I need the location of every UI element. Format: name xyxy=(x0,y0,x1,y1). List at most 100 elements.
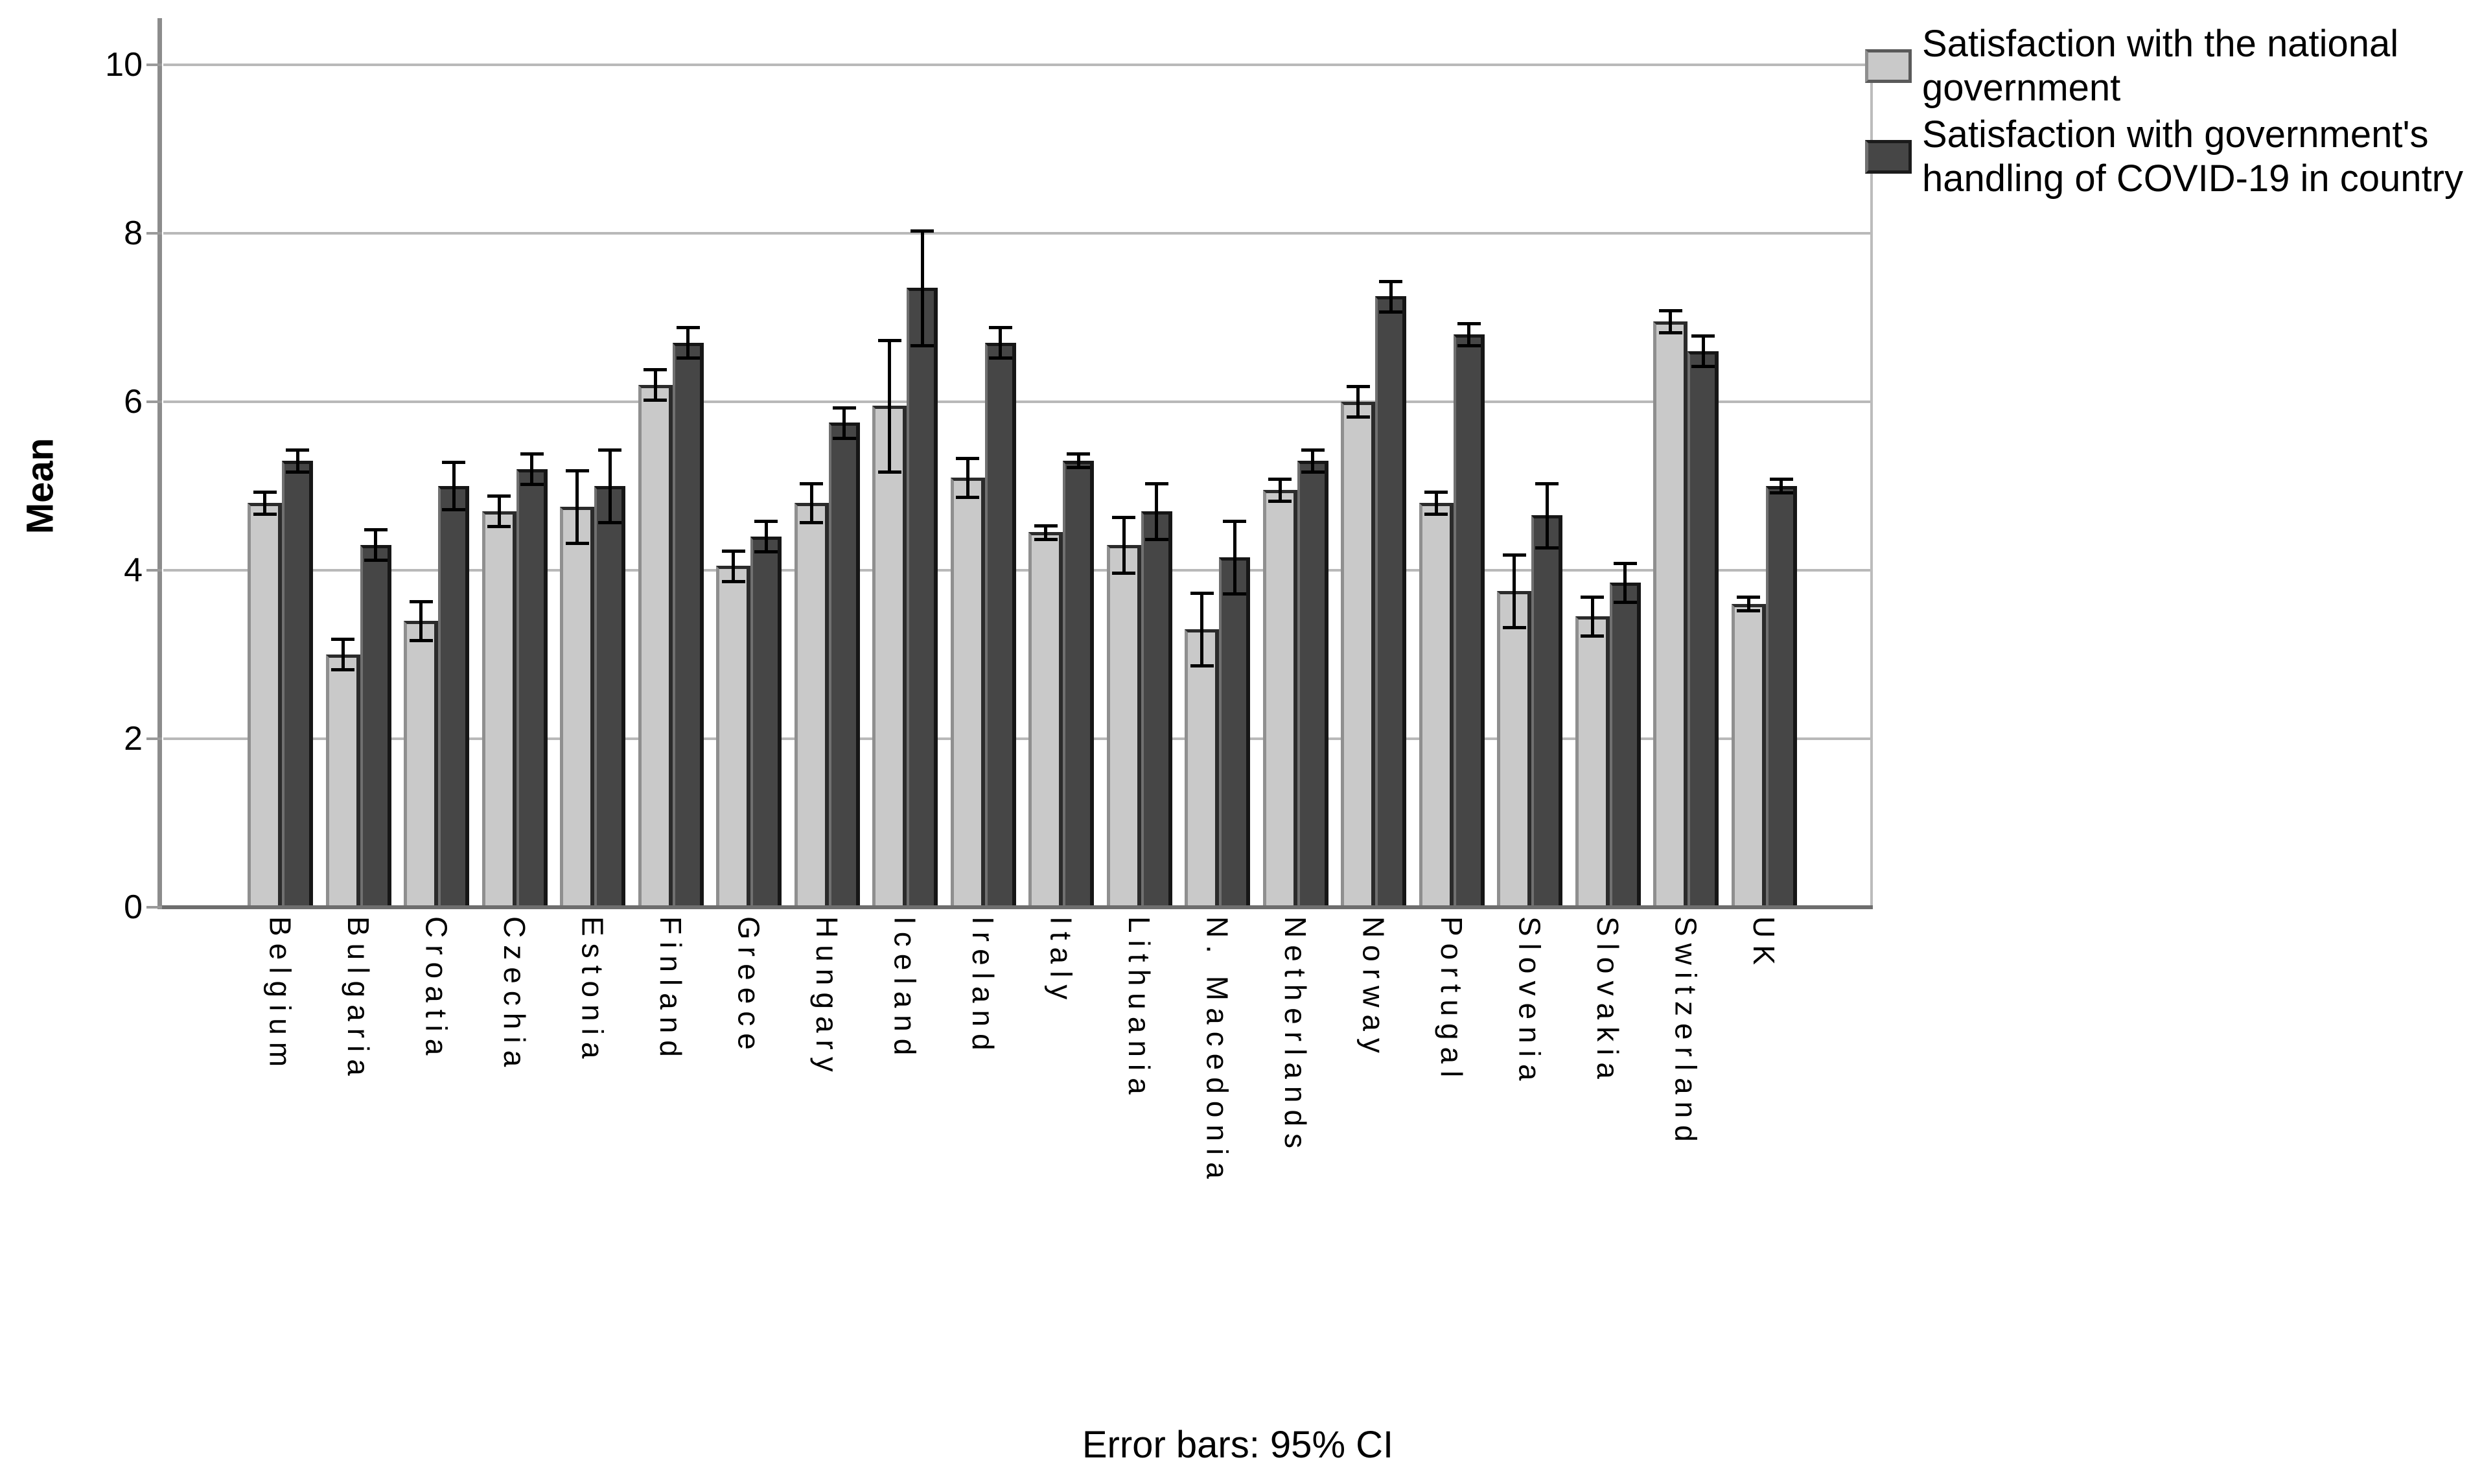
error-bar-cap-lower xyxy=(520,483,544,486)
x-tick-label-czechia: Czechia xyxy=(498,916,531,1074)
bar-czechia-series1 xyxy=(516,469,548,907)
bar-italy-series0 xyxy=(1028,532,1063,907)
gridline-y-10 xyxy=(163,64,1873,66)
error-bar-cap-lower xyxy=(1223,592,1246,596)
error-bar-cap-lower xyxy=(1502,626,1526,629)
x-tick-label-iceland: Iceland xyxy=(888,916,922,1063)
bar-finland-series0 xyxy=(638,385,673,907)
error-bar-cap-lower xyxy=(1067,466,1090,469)
error-bar-cap-lower xyxy=(1658,331,1682,334)
error-bar-line xyxy=(374,528,377,562)
error-bar-cap-lower xyxy=(644,399,667,402)
gridline-y-8 xyxy=(163,232,1873,235)
error-bar-cap-upper xyxy=(286,448,309,452)
error-bar-cap-upper xyxy=(877,338,901,342)
gridline-y-6 xyxy=(163,400,1873,403)
bar-switzerland-series1 xyxy=(1688,351,1719,907)
bar-norway-series0 xyxy=(1341,402,1375,907)
bar-iceland-series0 xyxy=(872,406,907,907)
error-bar-cap-lower xyxy=(910,343,934,347)
error-bar-cap-upper xyxy=(442,461,465,464)
bar-lithuania-series0 xyxy=(1106,545,1141,907)
error-bar-cap-lower xyxy=(956,495,979,499)
bar-netherlands-series0 xyxy=(1262,490,1297,907)
error-bar-line xyxy=(764,520,768,553)
x-tick-label-lithuania: Lithuania xyxy=(1122,916,1156,1102)
bar-bulgaria-series0 xyxy=(325,655,360,907)
error-bar-line xyxy=(1669,309,1672,334)
error-bar-cap-upper xyxy=(1379,279,1402,283)
bar-hungary-series0 xyxy=(794,503,829,907)
error-bar-cap-lower xyxy=(364,559,388,562)
error-bar-cap-upper xyxy=(520,452,544,456)
bar-lithuania-series1 xyxy=(1141,511,1172,907)
error-bar-line xyxy=(1155,481,1158,541)
bar-n-macedonia-series1 xyxy=(1219,557,1250,907)
error-bar-cap-lower xyxy=(676,356,700,360)
error-bar-cap-lower xyxy=(1769,491,1793,494)
legend-entry-series0: Satisfaction with the national governmen… xyxy=(1865,22,2463,110)
bar-croatia-series1 xyxy=(438,486,469,907)
error-bar-cap-upper xyxy=(956,456,979,460)
error-bar-cap-lower xyxy=(1346,415,1370,419)
error-bar-line xyxy=(452,461,456,511)
bar-finland-series1 xyxy=(672,343,704,907)
plot-area: Belgium Bulgaria Croatia Czechia Estonia Finl… xyxy=(163,64,1873,1186)
error-bar-cap-lower xyxy=(800,520,823,524)
bar-portugal-series1 xyxy=(1453,334,1485,907)
error-bar-line xyxy=(1467,321,1470,347)
y-axis-line xyxy=(157,18,162,909)
error-bar-line xyxy=(1076,452,1080,469)
error-bar-cap-upper xyxy=(598,448,621,452)
bar-slovakia-series1 xyxy=(1609,583,1641,907)
x-tick-label-slovenia: Slovenia xyxy=(1513,916,1547,1088)
error-bar-cap-lower xyxy=(877,470,901,474)
error-bar-cap-upper xyxy=(1769,478,1793,481)
error-bar-cap-upper xyxy=(1067,452,1090,456)
error-bar-cap-lower xyxy=(1034,537,1058,541)
error-bar-line xyxy=(1780,478,1783,494)
error-bar-cap-lower xyxy=(1691,365,1715,368)
bar-estonia-series0 xyxy=(560,507,594,907)
error-bar-cap-lower xyxy=(1737,609,1760,612)
error-bar-cap-upper xyxy=(1691,334,1715,338)
error-bar-cap-upper xyxy=(364,528,388,531)
legend-label-series1: Satisfaction with government's handling … xyxy=(1922,113,2463,200)
y-tick-8 xyxy=(146,232,162,235)
error-bar-cap-upper xyxy=(1301,448,1325,452)
error-bar-line xyxy=(296,448,299,474)
error-bar-line xyxy=(497,494,501,528)
error-bar-cap-upper xyxy=(721,549,745,553)
error-bar-line xyxy=(1233,520,1236,596)
y-tick-10 xyxy=(146,64,162,66)
legend: Satisfaction with the national governmen… xyxy=(1865,22,2463,203)
bar-bulgaria-series1 xyxy=(360,545,391,907)
bar-greece-series0 xyxy=(716,566,750,907)
error-bar-cap-upper xyxy=(253,490,277,494)
bar-iceland-series1 xyxy=(907,288,938,907)
error-bar-cap-upper xyxy=(1535,481,1559,485)
error-bar-line xyxy=(1590,596,1594,638)
gridline-y-4 xyxy=(163,569,1873,572)
error-bar-line xyxy=(888,338,891,474)
bar-belgium-series1 xyxy=(282,461,313,907)
y-tick-label-4: 4 xyxy=(124,551,143,589)
x-tick-label-portugal: Portugal xyxy=(1435,916,1468,1085)
x-tick-label-n-macedonia: N. Macedonia xyxy=(1200,916,1235,1186)
error-bar-cap-upper xyxy=(565,469,589,472)
error-bar-line xyxy=(530,452,533,486)
y-tick-0 xyxy=(146,906,162,909)
error-bar-line xyxy=(1200,591,1203,667)
x-tick-label-greece: Greece xyxy=(732,916,766,1057)
error-bar-line xyxy=(1623,562,1627,604)
bar-croatia-series0 xyxy=(404,621,438,907)
x-tick-label-norway: Norway xyxy=(1356,916,1391,1060)
y-tick-label-6: 6 xyxy=(124,383,143,421)
error-bar-cap-lower xyxy=(1268,500,1292,503)
bar-hungary-series1 xyxy=(828,423,860,907)
error-bar-cap-upper xyxy=(331,638,354,641)
error-bar-cap-lower xyxy=(487,525,511,528)
error-bar-line xyxy=(608,448,612,524)
x-tick-label-uk: UK xyxy=(1747,916,1781,972)
